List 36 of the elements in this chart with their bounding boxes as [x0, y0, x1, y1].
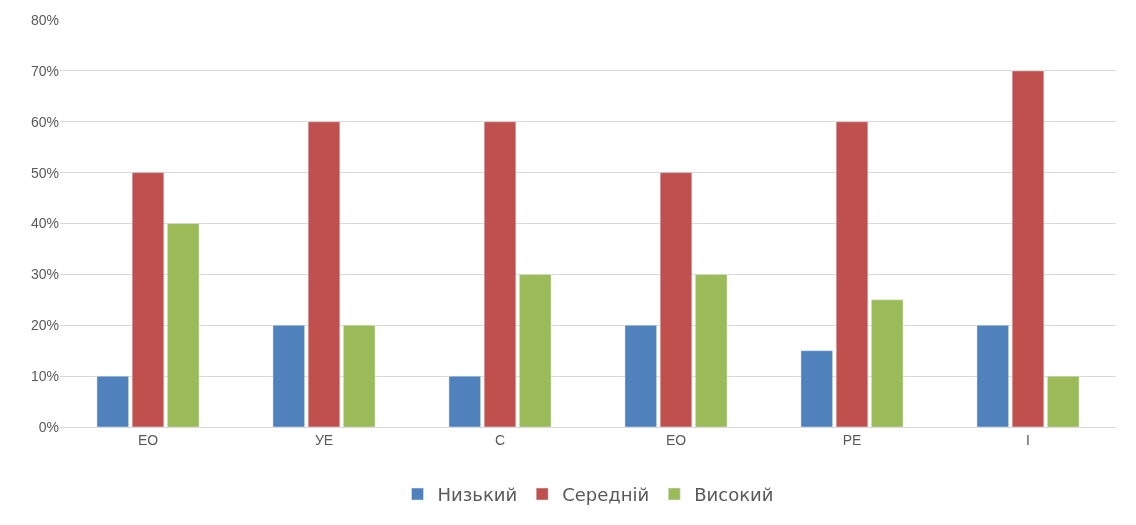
legend-label: Високий	[694, 484, 774, 506]
y-tick-label: 30%	[30, 266, 59, 283]
legend-label: Низький	[437, 484, 518, 506]
x-tick-label: І	[1026, 431, 1030, 448]
bar	[659, 172, 693, 427]
bar	[1047, 375, 1080, 427]
y-tick-label: 50%	[30, 164, 59, 181]
bar	[871, 299, 904, 427]
bar	[1011, 70, 1045, 427]
x-tick-label: С	[494, 431, 506, 448]
y-tick-label: 60%	[30, 113, 59, 130]
x-tick-label: РЕ	[842, 431, 862, 448]
x-tick-label: ЕО	[665, 431, 687, 448]
bar	[695, 274, 728, 427]
y-tick-label: 70%	[30, 62, 59, 79]
bar	[976, 325, 1009, 427]
y-tick-label: 80%	[30, 11, 59, 28]
y-tick-label: 10%	[30, 368, 59, 385]
bar	[800, 350, 833, 427]
legend-label: Середній	[562, 484, 650, 506]
bar	[167, 223, 200, 427]
bar	[483, 121, 517, 427]
x-tick-label: УЕ	[314, 431, 334, 448]
bar	[835, 121, 869, 427]
bar	[131, 172, 165, 427]
y-tick-label: 0%	[38, 418, 59, 435]
y-tick-label: 20%	[30, 317, 59, 334]
bar	[624, 325, 657, 427]
bar	[96, 375, 129, 427]
bar	[448, 375, 481, 427]
bar	[272, 325, 305, 427]
x-tick-label: ЕО	[137, 431, 159, 448]
y-tick-label: 40%	[30, 215, 59, 232]
bar	[307, 121, 341, 427]
bar	[343, 325, 376, 427]
bar	[519, 274, 552, 427]
